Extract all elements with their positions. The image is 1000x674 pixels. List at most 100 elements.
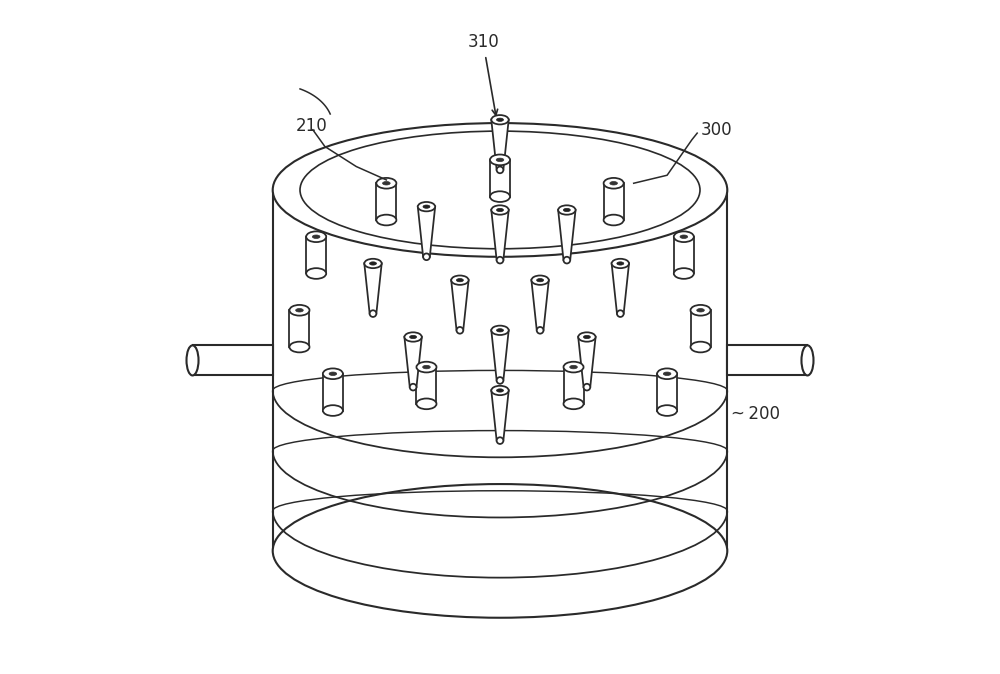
Ellipse shape xyxy=(604,215,624,225)
Ellipse shape xyxy=(691,342,711,353)
Ellipse shape xyxy=(537,278,544,282)
Ellipse shape xyxy=(578,332,596,342)
Ellipse shape xyxy=(490,154,510,165)
Ellipse shape xyxy=(306,231,326,242)
Ellipse shape xyxy=(604,178,624,189)
Ellipse shape xyxy=(329,372,337,375)
Ellipse shape xyxy=(497,166,503,173)
Polygon shape xyxy=(306,237,326,274)
Ellipse shape xyxy=(383,181,390,185)
Polygon shape xyxy=(558,210,576,260)
Ellipse shape xyxy=(801,345,814,375)
Ellipse shape xyxy=(497,257,503,264)
Ellipse shape xyxy=(570,365,577,369)
Ellipse shape xyxy=(563,208,570,212)
Ellipse shape xyxy=(564,398,584,409)
Ellipse shape xyxy=(564,257,570,264)
Ellipse shape xyxy=(404,332,422,342)
Polygon shape xyxy=(674,237,694,274)
Ellipse shape xyxy=(423,365,430,369)
Ellipse shape xyxy=(537,327,543,334)
Ellipse shape xyxy=(376,215,396,225)
Ellipse shape xyxy=(418,202,435,212)
Ellipse shape xyxy=(370,262,376,265)
Polygon shape xyxy=(416,367,436,404)
Ellipse shape xyxy=(663,372,671,375)
Ellipse shape xyxy=(531,276,549,285)
Ellipse shape xyxy=(410,384,416,390)
Ellipse shape xyxy=(376,178,396,189)
Ellipse shape xyxy=(456,278,463,282)
Ellipse shape xyxy=(423,205,430,208)
Ellipse shape xyxy=(497,389,503,392)
Ellipse shape xyxy=(306,268,326,279)
Ellipse shape xyxy=(617,310,624,317)
Polygon shape xyxy=(490,160,510,197)
Ellipse shape xyxy=(497,377,503,384)
Ellipse shape xyxy=(497,208,503,212)
Ellipse shape xyxy=(610,181,617,185)
Polygon shape xyxy=(691,310,711,347)
Ellipse shape xyxy=(410,336,417,338)
Polygon shape xyxy=(491,390,509,441)
Polygon shape xyxy=(657,374,677,410)
Text: 210: 210 xyxy=(296,117,328,135)
Ellipse shape xyxy=(674,231,694,242)
Ellipse shape xyxy=(312,235,320,239)
Ellipse shape xyxy=(370,310,376,317)
Polygon shape xyxy=(418,207,435,257)
Polygon shape xyxy=(564,367,584,404)
Polygon shape xyxy=(531,280,549,330)
Polygon shape xyxy=(193,345,273,375)
Ellipse shape xyxy=(273,123,727,257)
Text: ~ 200: ~ 200 xyxy=(731,405,780,423)
Ellipse shape xyxy=(657,405,677,416)
Ellipse shape xyxy=(364,259,382,268)
Ellipse shape xyxy=(583,336,590,338)
Polygon shape xyxy=(364,264,382,313)
Ellipse shape xyxy=(491,206,509,215)
Ellipse shape xyxy=(490,191,510,202)
Ellipse shape xyxy=(423,253,430,260)
Polygon shape xyxy=(604,183,624,220)
Polygon shape xyxy=(491,210,509,260)
Ellipse shape xyxy=(497,118,503,121)
Ellipse shape xyxy=(491,386,509,395)
Ellipse shape xyxy=(289,305,309,315)
Polygon shape xyxy=(491,330,509,380)
Ellipse shape xyxy=(323,369,343,379)
Polygon shape xyxy=(612,264,629,313)
Polygon shape xyxy=(578,337,596,387)
Polygon shape xyxy=(273,190,727,551)
Ellipse shape xyxy=(273,484,727,618)
Polygon shape xyxy=(727,345,807,375)
Ellipse shape xyxy=(564,362,584,373)
Polygon shape xyxy=(451,280,469,330)
Ellipse shape xyxy=(657,369,677,379)
Ellipse shape xyxy=(674,268,694,279)
Ellipse shape xyxy=(617,262,624,265)
Ellipse shape xyxy=(497,437,503,444)
Ellipse shape xyxy=(457,327,463,334)
Text: 300: 300 xyxy=(701,121,732,139)
Polygon shape xyxy=(376,183,396,220)
Ellipse shape xyxy=(680,235,688,239)
Ellipse shape xyxy=(558,206,576,215)
Ellipse shape xyxy=(289,342,309,353)
Ellipse shape xyxy=(416,398,436,409)
Ellipse shape xyxy=(296,309,303,312)
Ellipse shape xyxy=(186,345,199,375)
Ellipse shape xyxy=(491,326,509,335)
Ellipse shape xyxy=(451,276,469,285)
Ellipse shape xyxy=(416,362,436,373)
Ellipse shape xyxy=(496,158,504,162)
Ellipse shape xyxy=(497,329,503,332)
Text: 310: 310 xyxy=(467,32,499,51)
Polygon shape xyxy=(404,337,422,387)
Polygon shape xyxy=(323,374,343,410)
Polygon shape xyxy=(289,310,309,347)
Polygon shape xyxy=(491,120,509,170)
Ellipse shape xyxy=(697,309,704,312)
Ellipse shape xyxy=(323,405,343,416)
Ellipse shape xyxy=(584,384,590,390)
